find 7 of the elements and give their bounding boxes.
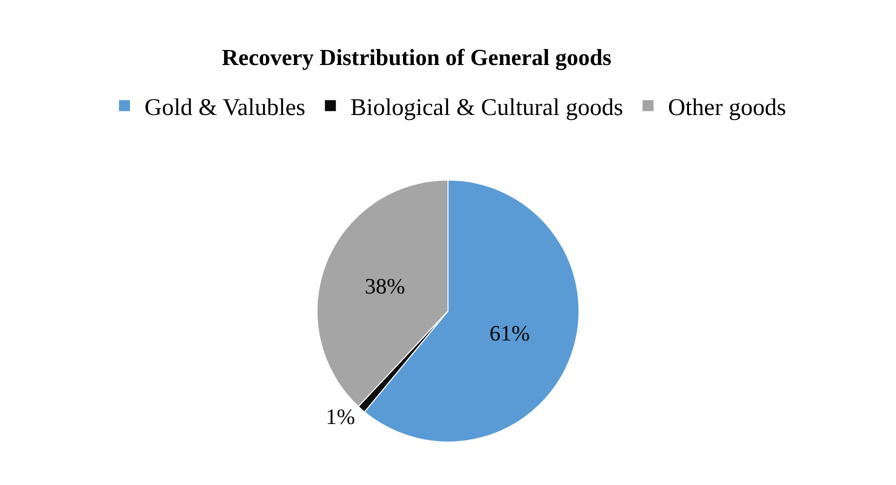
data-label: 1%: [326, 404, 356, 429]
legend-label: Other goods: [668, 94, 786, 121]
legend-label: Biological & Cultural goods: [350, 94, 624, 121]
data-label: 61%: [489, 320, 530, 346]
chart-title: Recovery Distribution of General goods: [222, 45, 612, 72]
data-label: 38%: [364, 274, 406, 299]
legend-label: Gold & Valubles: [144, 94, 306, 121]
